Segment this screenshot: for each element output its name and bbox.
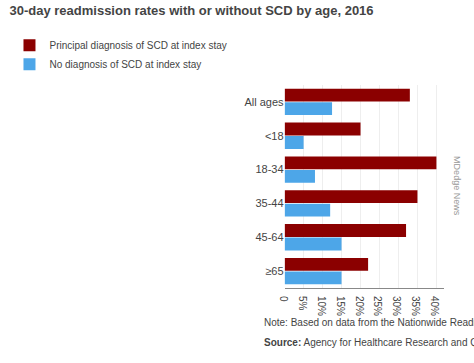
svg-text:0: 0 xyxy=(278,296,289,302)
svg-text:18-34: 18-34 xyxy=(255,163,283,175)
svg-text:35%: 35% xyxy=(410,296,421,316)
svg-text:15%: 15% xyxy=(335,296,346,316)
svg-text:30%: 30% xyxy=(391,296,402,316)
svg-text:No diagnosis of SCD at index s: No diagnosis of SCD at index stay xyxy=(49,59,201,70)
svg-text:Source: Agency for Healthcare: Source: Agency for Healthcare Research a… xyxy=(264,337,474,348)
svg-text:10%: 10% xyxy=(316,296,327,316)
svg-text:25%: 25% xyxy=(372,296,383,316)
svg-text:MDedge News: MDedge News xyxy=(452,156,462,216)
svg-text:45-64: 45-64 xyxy=(255,231,283,243)
svg-text:30-day readmission rates with: 30-day readmission rates with or without… xyxy=(9,3,373,18)
svg-text:Principal diagnosis of SCD at: Principal diagnosis of SCD at index stay xyxy=(49,40,226,51)
svg-text:<18: <18 xyxy=(265,130,284,142)
svg-text:35-44: 35-44 xyxy=(255,197,283,209)
svg-text:Note: Based on data from the N: Note: Based on data from the Nationwide … xyxy=(264,317,474,328)
svg-text:≥65: ≥65 xyxy=(265,265,283,277)
svg-text:All ages: All ages xyxy=(244,96,284,108)
svg-text:20%: 20% xyxy=(354,296,365,316)
svg-text:5%: 5% xyxy=(297,296,308,311)
svg-text:40%: 40% xyxy=(429,296,440,316)
